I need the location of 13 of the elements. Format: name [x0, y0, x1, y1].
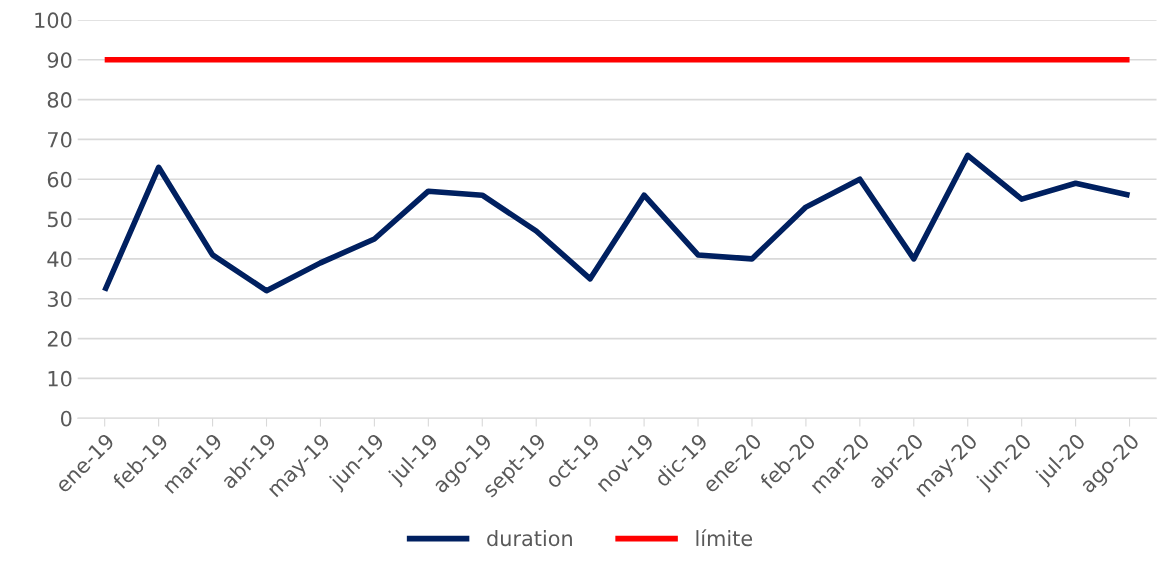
y-tick-label: 60	[47, 171, 72, 188]
y-tick-label: 70	[48, 131, 72, 148]
y-tick-label: 40	[47, 251, 72, 268]
y-tick-label: 20	[47, 331, 72, 347]
y-tick-label: 50	[47, 211, 72, 228]
legend-label: duration	[487, 530, 572, 547]
y-tick-label: 0	[60, 410, 72, 427]
y-tick-label: 30	[47, 291, 72, 307]
legend-label: límite	[696, 529, 753, 547]
y-tick-label: 80	[47, 92, 72, 108]
y-tick-label: 100	[35, 12, 72, 29]
y-tick-label: 90	[47, 52, 72, 68]
y-tick-label: 10	[48, 370, 72, 387]
